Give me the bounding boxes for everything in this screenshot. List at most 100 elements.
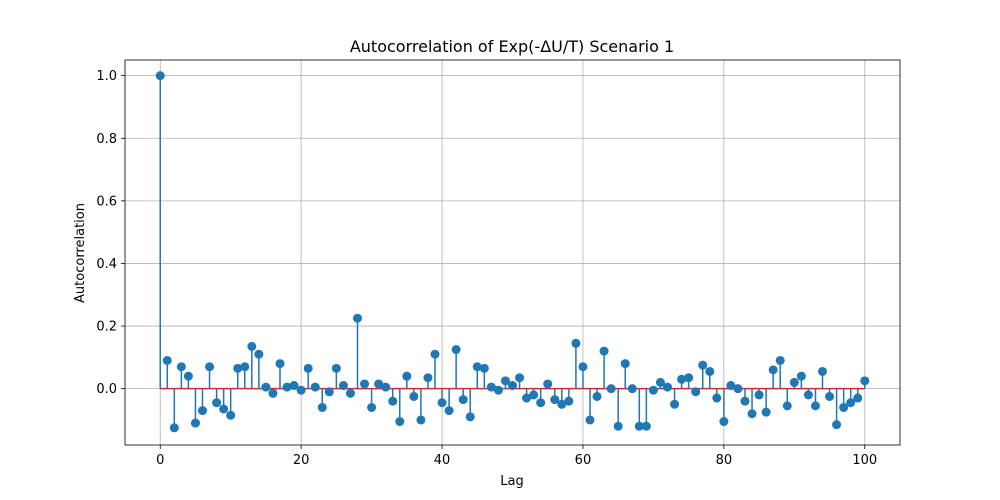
- stem-marker: [803, 390, 813, 400]
- y-tick-label: 0.0: [96, 382, 117, 397]
- stem-marker: [303, 363, 313, 373]
- stem-marker: [331, 363, 341, 373]
- stem-marker: [839, 402, 849, 412]
- stem-marker: [183, 371, 193, 381]
- plot-frame: [124, 59, 901, 446]
- stems-layer: [159, 75, 866, 428]
- stem-marker: [712, 393, 722, 403]
- stem-marker: [247, 341, 257, 351]
- stem-marker: [536, 398, 546, 408]
- stem-marker: [832, 420, 842, 430]
- stem-marker: [860, 376, 870, 386]
- stem-marker: [472, 362, 482, 372]
- stem-marker: [613, 421, 623, 431]
- markers-layer: [155, 71, 870, 433]
- stem-marker: [317, 402, 327, 412]
- stem-marker: [289, 381, 299, 391]
- stem-marker: [205, 362, 215, 372]
- stem-marker: [444, 406, 454, 416]
- stem-marker: [677, 374, 687, 384]
- stem-marker: [212, 398, 222, 408]
- stem-marker: [486, 382, 496, 392]
- stem-marker: [423, 373, 433, 383]
- stem-marker: [233, 363, 243, 373]
- stem-marker: [663, 382, 672, 392]
- stem-marker: [190, 418, 200, 428]
- stem-marker: [395, 417, 405, 427]
- stem-marker: [853, 393, 863, 403]
- stem-marker: [846, 398, 856, 408]
- stem-marker: [268, 388, 278, 398]
- stem-marker: [437, 398, 447, 408]
- stem-marker: [571, 338, 581, 348]
- stem-marker: [705, 366, 715, 376]
- stem-marker: [310, 382, 320, 392]
- y-tick-label: 1.0: [96, 69, 117, 84]
- stem-marker: [543, 379, 553, 389]
- stem-marker: [726, 381, 736, 391]
- stem-marker: [768, 365, 778, 375]
- stem-marker: [338, 381, 348, 391]
- stem-marker: [719, 417, 729, 427]
- stem-marker: [634, 421, 644, 431]
- stem-marker: [557, 399, 567, 409]
- stem-marker: [282, 382, 292, 392]
- stem-marker: [789, 377, 799, 387]
- y-axis-ticks: 0.0 0.2 0.4 0.6 0.8 1.0: [96, 69, 125, 397]
- stem-marker: [810, 401, 820, 411]
- stem-marker: [733, 384, 743, 394]
- x-tick-label: 100: [852, 453, 877, 468]
- stem-marker: [479, 363, 489, 373]
- stem-marker: [691, 387, 701, 397]
- stem-marker: [529, 390, 539, 400]
- chart-title: Autocorrelation of Exp(-ΔU/T) Scenario 1: [350, 37, 674, 56]
- stem-marker: [578, 362, 588, 372]
- stem-marker: [176, 362, 186, 372]
- stem-marker: [782, 401, 792, 411]
- stem-marker: [522, 393, 532, 403]
- stem-marker: [550, 395, 560, 405]
- stem-marker: [620, 359, 630, 369]
- y-tick-label: 0.4: [96, 257, 117, 272]
- stem-marker: [409, 391, 419, 401]
- stem-marker: [648, 385, 658, 395]
- stem-marker: [775, 355, 785, 365]
- y-tick-label: 0.2: [96, 320, 117, 335]
- y-tick-label: 0.6: [96, 194, 117, 209]
- stem-marker: [240, 362, 250, 372]
- stem-marker: [818, 366, 827, 376]
- stem-marker: [198, 406, 207, 416]
- stem-marker: [345, 388, 355, 398]
- stem-marker: [155, 71, 165, 81]
- stem-marker: [796, 371, 806, 381]
- stem-marker: [388, 396, 398, 406]
- stem-marker: [515, 373, 525, 383]
- stem-marker: [500, 376, 510, 386]
- stem-marker: [162, 355, 172, 365]
- stem-marker: [585, 415, 595, 425]
- x-tick-label: 40: [434, 453, 451, 468]
- stem-marker: [261, 382, 271, 392]
- stem-marker: [381, 382, 391, 392]
- stem-marker: [226, 410, 236, 420]
- stem-marker: [684, 373, 694, 383]
- stem-marker: [747, 409, 757, 419]
- stem-marker: [402, 371, 412, 381]
- stem-marker: [458, 395, 468, 405]
- x-tick-label: 20: [293, 453, 310, 468]
- y-axis-title: Autocorrelation: [73, 203, 88, 303]
- stem-marker: [254, 349, 264, 359]
- stem-marker: [599, 346, 609, 356]
- stem-marker: [825, 391, 835, 401]
- stem-marker: [296, 385, 306, 395]
- stem-marker: [564, 396, 574, 406]
- stem-marker: [754, 390, 764, 400]
- stem-marker: [627, 384, 637, 394]
- stem-marker: [592, 391, 602, 401]
- x-tick-label: 80: [716, 453, 733, 468]
- x-axis-title: Lag: [500, 474, 523, 489]
- stem-marker: [430, 349, 440, 359]
- stem-marker: [465, 412, 475, 422]
- stem-marker: [508, 381, 517, 391]
